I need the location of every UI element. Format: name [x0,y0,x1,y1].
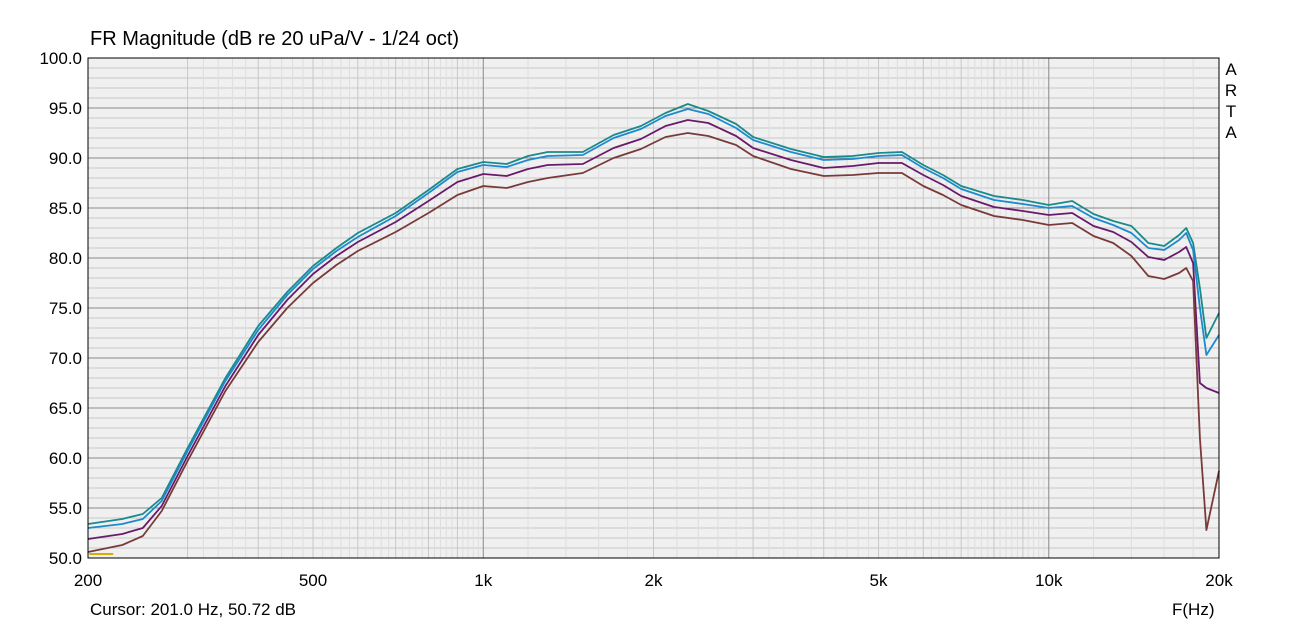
y-tick-label: 50.0 [49,549,82,568]
watermark-letter: T [1225,102,1237,121]
x-tick-label: 200 [74,571,102,590]
x-tick-label: 2k [645,571,663,590]
x-tick-label: 20k [1205,571,1233,590]
x-tick-labels: 200 500 1k 2k 5k 10k 20k [74,571,1233,590]
x-tick-label: 1k [474,571,492,590]
x-tick-label: 500 [299,571,327,590]
y-tick-label: 95.0 [49,99,82,118]
x-tick-label: 5k [870,571,888,590]
series-group [87,103,1220,553]
y-tick-label: 70.0 [49,349,82,368]
series-line-2 [87,108,1220,529]
chart-title: FR Magnitude (dB re 20 uPa/V - 1/24 oct) [90,28,460,50]
series-line-3 [87,119,1220,540]
watermark-letter: A [1225,60,1237,79]
y-tick-label: 60.0 [49,449,82,468]
arta-watermark: A R T A [1224,59,1238,143]
x-axis-label: F(Hz) [1172,600,1215,619]
y-tick-label: 80.0 [49,249,82,268]
y-tick-label: 100.0 [39,49,82,68]
plot-frame [87,57,1220,559]
y-tick-label: 55.0 [49,499,82,518]
y-tick-label: 85.0 [49,199,82,218]
y-tick-label: 65.0 [49,399,82,418]
y-tick-labels: 100.0 95.0 90.0 85.0 80.0 75.0 70.0 65.0 60.0 55.… [39,49,82,568]
series-line-4 [87,132,1220,553]
y-tick-label: 75.0 [49,299,82,318]
watermark-letter: A [1225,123,1237,142]
x-tick-label: 10k [1035,571,1063,590]
watermark-letter: R [1224,81,1238,100]
cursor-readout: Cursor: 201.0 Hz, 50.72 dB [90,600,297,619]
y-tick-label: 90.0 [49,149,82,168]
minor-grid [88,58,1219,558]
series-line-1 [87,103,1220,525]
